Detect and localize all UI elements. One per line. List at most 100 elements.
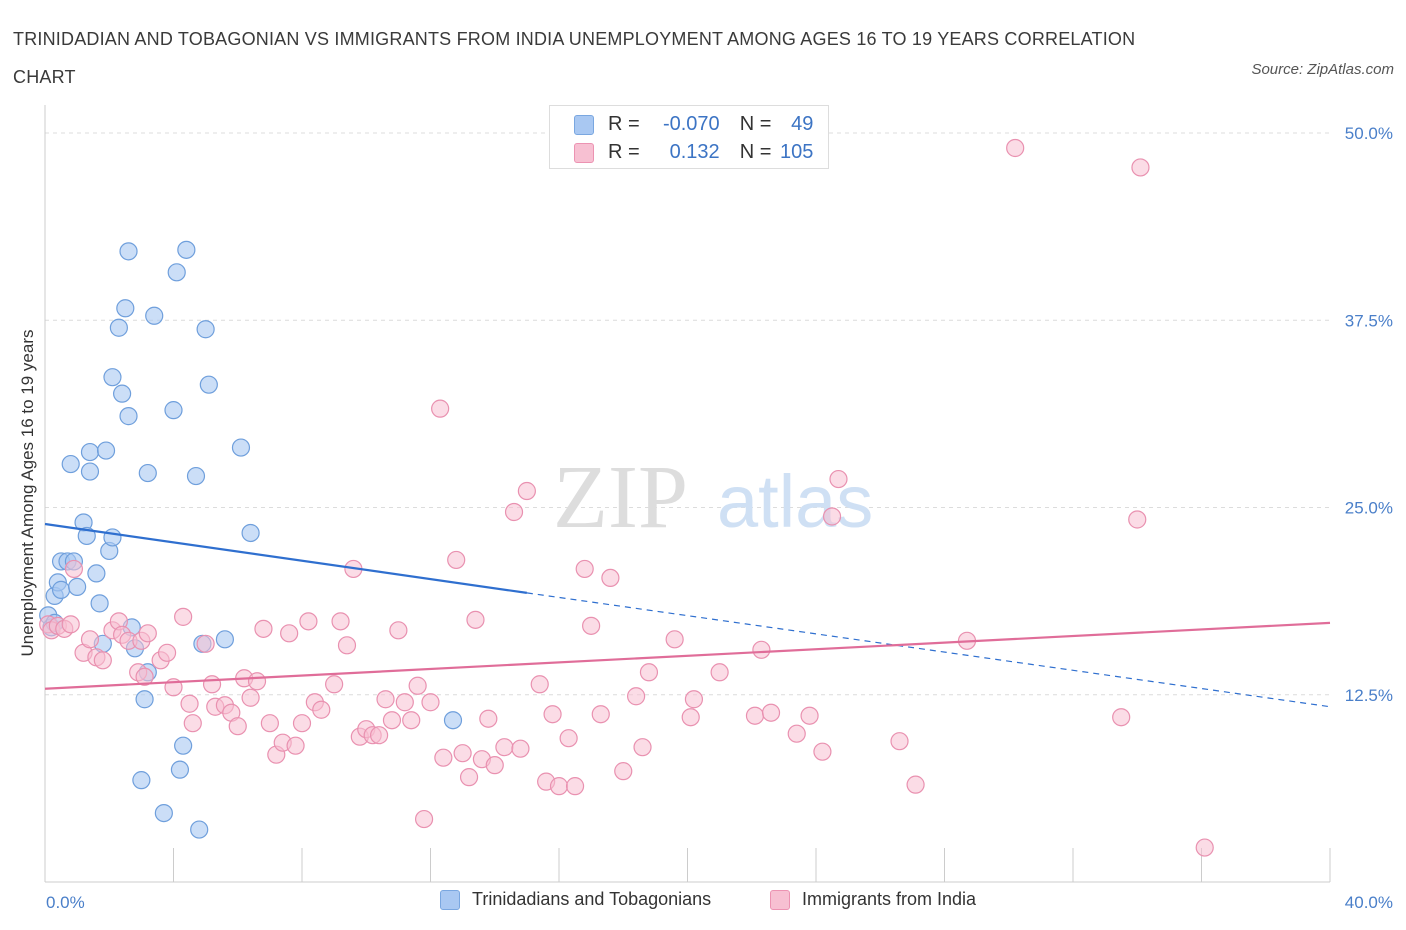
legend-row-trinidadian: R = -0.070 N = 49 [574,113,813,137]
india-point [247,672,267,691]
india-point [626,687,646,706]
india-point [299,612,318,631]
india-point [543,705,562,724]
india-point [614,762,633,781]
legend-n-label: N = [739,141,772,164]
trinidadian-point [96,441,116,460]
india-point [254,619,273,638]
india-point [382,711,402,730]
india-point [1006,138,1025,158]
legend-n-value: 49 [791,113,814,136]
india-point [157,643,177,662]
trinidadian-point [80,462,100,481]
india-point [813,742,832,761]
y-tick-label: 50.0% [1345,124,1393,143]
india-point [800,706,819,725]
legend-r-value: 0.132 [669,141,720,164]
india-point [135,667,154,686]
legend-n-value: 105 [780,141,814,164]
trinidadian-point [138,463,157,483]
india-point [138,624,157,643]
india-point [665,630,684,649]
trinidadian-point [68,577,87,596]
india-point [549,777,569,796]
india-point [829,469,848,489]
trinidadian-point [186,466,206,486]
india-point [752,640,771,659]
trinidadian-point [103,528,122,547]
india-point [1128,510,1147,529]
legend-n-label: N = [739,113,772,136]
trinidadian-point [164,401,183,420]
source-label: Source: ZipAtlas.com [1251,61,1394,78]
india-point [575,559,594,579]
india-point [331,612,350,631]
india-point [61,615,80,634]
trinidadian-point [177,240,196,259]
india-point [180,694,199,713]
trinidadian-point [135,690,154,709]
india-point [337,636,357,655]
y-tick-label: 12.5% [1345,686,1393,705]
trinidadian-point [443,711,463,730]
india-point [389,621,408,640]
india-point [511,739,530,758]
india-point [530,675,549,694]
india-point [196,634,215,653]
legend-row-india: R = 0.132 N = 105 [574,141,813,165]
correlation-legend: R = -0.070 N = 49 R = 0.132 N = 105 [549,105,829,169]
india-point [1131,158,1150,177]
trinidadian-point [109,318,128,337]
gridlines [45,132,1330,696]
india-point [517,481,536,501]
india-point [822,507,842,526]
india-point [280,624,299,643]
trinidadian-point [145,306,164,325]
trinidadian-trend-extension [526,592,1331,708]
trinidadian-point [51,580,71,599]
trinidadian-point [103,368,122,387]
bottom-legend-india: Immigrants from India [770,889,976,911]
y-tick-label: 25.0% [1345,499,1393,518]
india-point [890,732,909,751]
india-point [292,714,312,733]
x-tick-label: 40.0% [1345,893,1393,912]
india-point [466,610,485,629]
trend-lines [44,522,1331,708]
india-point [710,663,729,682]
india-point [906,775,925,794]
trinidadian-point [215,630,234,649]
trinidadian-point [154,803,173,823]
trinidadian-point [80,442,100,462]
watermark-zip: ZIP [553,448,688,547]
trinidadian-point [167,263,186,282]
india-point [559,729,578,748]
trinidadian-point [90,594,109,613]
india-point [1195,838,1214,857]
legend-r-label: R = [608,113,640,136]
india-point [228,717,247,736]
india-point [495,738,514,757]
india-point [370,726,389,745]
legend-r-value: -0.070 [662,113,720,136]
india-point [434,748,453,767]
india-point [414,809,434,829]
india-point [565,777,585,796]
india-point [1112,708,1131,727]
india-point [447,550,466,570]
india-point [93,651,112,670]
legend-r-label: R = [608,141,640,164]
trinidadian-point [199,375,218,394]
bottom-legend-trinidadian: Trinidadians and Tobagonians [440,889,711,911]
trinidadian-point [87,564,106,583]
india-point [601,568,620,588]
india-point [376,690,395,709]
watermark: ZIP atlas [553,448,873,547]
india-point [591,705,610,724]
india-point [408,676,427,695]
india-point [64,559,84,579]
bottom-legend-swatch-pink [770,890,790,911]
trinidadian-trend-line [44,522,528,594]
series-india-points [39,138,1214,857]
